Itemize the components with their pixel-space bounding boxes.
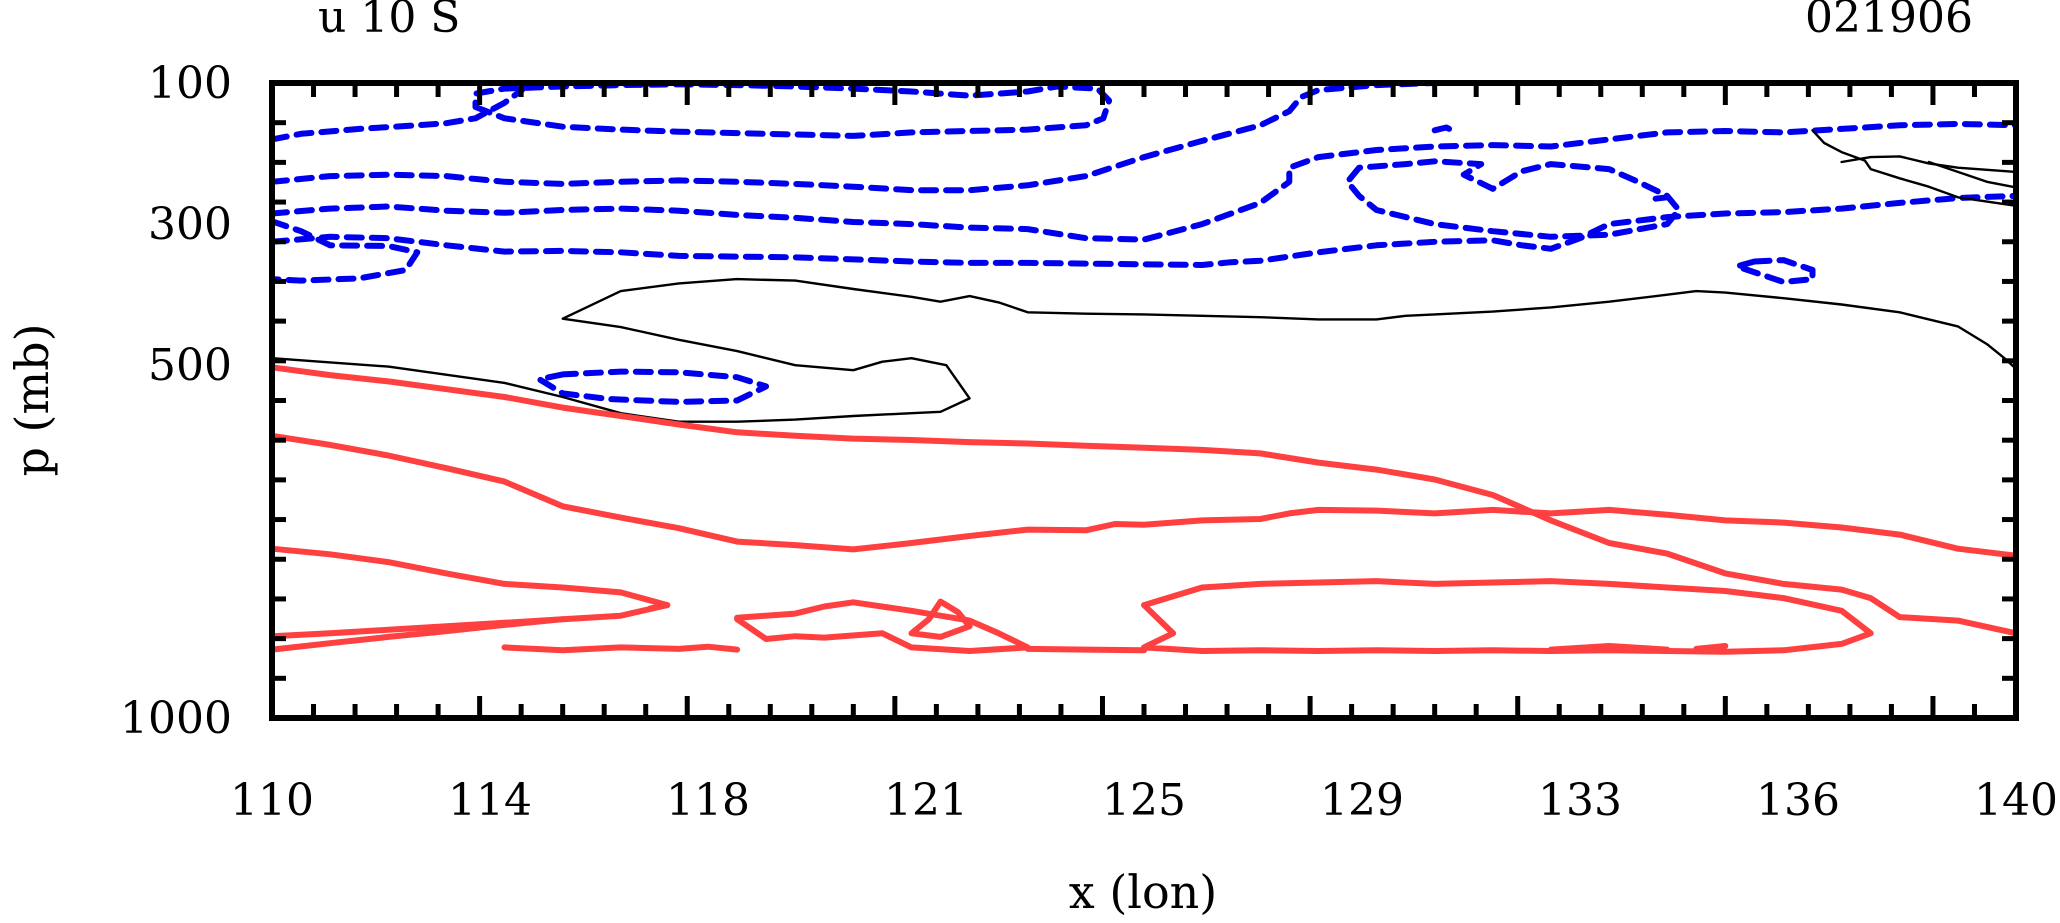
y-tick-label: 300 bbox=[148, 199, 232, 250]
contour-zero-2 bbox=[1840, 155, 2018, 174]
contour-positive-2 bbox=[269, 545, 671, 640]
contour-negative-7 bbox=[269, 218, 421, 284]
contour-zero-0 bbox=[270, 277, 2018, 423]
contour-positive-3 bbox=[269, 616, 566, 653]
x-tick-label: 114 bbox=[448, 775, 532, 826]
contour-negative-5 bbox=[1344, 158, 1682, 240]
x-axis-label: x (lon) bbox=[1069, 865, 1218, 919]
contour-positive-10 bbox=[1547, 643, 1671, 653]
contour-positive-9 bbox=[1024, 645, 1147, 654]
contour-negative-4 bbox=[472, 81, 1113, 139]
y-tick-label: 500 bbox=[148, 340, 232, 391]
y-tick-label: 1000 bbox=[120, 693, 232, 744]
x-tick-label: 125 bbox=[1102, 775, 1186, 826]
x-tick-label: 121 bbox=[884, 775, 968, 826]
x-tick-labels: 110 114 118 121 125 129 133 136 140 bbox=[230, 775, 2058, 826]
contour-zero-1 bbox=[1811, 129, 2018, 207]
contour-negative-1 bbox=[269, 80, 1438, 194]
y-tick-labels: 100 300 500 1000 bbox=[120, 58, 232, 744]
chart-title-right: 021906 bbox=[1805, 0, 1973, 43]
chart-title-left: u 10 S bbox=[318, 0, 460, 43]
contour-positive-0 bbox=[269, 364, 2019, 637]
contour-positive-1 bbox=[269, 432, 2019, 559]
contour-negative-2 bbox=[269, 120, 2019, 243]
x-tick-label: 129 bbox=[1320, 775, 1404, 826]
axis-ticks bbox=[272, 83, 2016, 718]
y-axis-label: p (mb) bbox=[5, 323, 59, 476]
contour-negative-0 bbox=[269, 87, 525, 143]
contour-positive-6 bbox=[734, 599, 1031, 654]
contour-zero-3 bbox=[1927, 160, 2018, 189]
x-tick-label: 133 bbox=[1538, 775, 1622, 826]
contour-negative-10 bbox=[1652, 194, 1671, 202]
contour-positive-4 bbox=[646, 602, 671, 612]
x-tick-label: 118 bbox=[666, 775, 750, 826]
x-tick-label: 136 bbox=[1756, 775, 1840, 826]
x-tick-label: 140 bbox=[1974, 775, 2058, 826]
contour-positive-11 bbox=[1693, 643, 1729, 652]
contour-positive-8 bbox=[501, 643, 741, 654]
contour-positive-7 bbox=[908, 598, 973, 640]
contour-negative-3 bbox=[269, 192, 2019, 268]
contour-negative-8 bbox=[1734, 257, 1816, 285]
contour-negative-6 bbox=[536, 368, 770, 405]
contour-negative-9 bbox=[1431, 124, 1456, 134]
y-tick-label: 100 bbox=[148, 58, 232, 109]
contour-lines bbox=[269, 80, 2019, 655]
x-tick-label: 110 bbox=[230, 775, 314, 826]
contour-positive-5 bbox=[1141, 578, 1874, 655]
